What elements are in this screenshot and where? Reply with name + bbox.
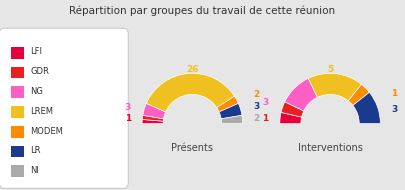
Text: NG: NG xyxy=(30,87,43,96)
Bar xyxy=(11,126,24,138)
Wedge shape xyxy=(285,78,318,111)
Text: 3: 3 xyxy=(254,101,260,111)
Wedge shape xyxy=(217,96,239,112)
Wedge shape xyxy=(142,120,163,124)
Wedge shape xyxy=(308,73,361,101)
Wedge shape xyxy=(353,92,380,124)
Text: 5: 5 xyxy=(327,65,333,74)
Text: LFI: LFI xyxy=(30,48,43,56)
Bar xyxy=(11,47,24,59)
Text: 2: 2 xyxy=(254,90,260,99)
Wedge shape xyxy=(280,112,302,124)
Text: Interventions: Interventions xyxy=(298,143,362,153)
Bar xyxy=(11,165,24,177)
Text: MODEM: MODEM xyxy=(30,127,63,135)
Bar xyxy=(11,86,24,98)
Text: 3: 3 xyxy=(125,103,131,112)
Wedge shape xyxy=(348,84,369,105)
Text: 2: 2 xyxy=(254,114,260,123)
Wedge shape xyxy=(146,73,234,112)
Text: NI: NI xyxy=(30,166,39,175)
Text: 1: 1 xyxy=(125,114,131,123)
Text: 3: 3 xyxy=(391,105,398,114)
Wedge shape xyxy=(281,102,304,117)
Wedge shape xyxy=(221,115,243,124)
Wedge shape xyxy=(219,103,242,119)
Bar xyxy=(11,146,24,158)
Text: Présents: Présents xyxy=(171,143,213,153)
Bar xyxy=(11,106,24,118)
Wedge shape xyxy=(143,103,166,119)
Text: GDR: GDR xyxy=(30,67,49,76)
FancyBboxPatch shape xyxy=(0,28,128,188)
Bar xyxy=(11,66,24,78)
Text: 3: 3 xyxy=(262,98,269,107)
Text: 1: 1 xyxy=(262,114,269,123)
Text: LREM: LREM xyxy=(30,107,53,116)
Text: 26: 26 xyxy=(186,65,198,74)
Text: Répartition par groupes du travail de cette réunion: Répartition par groupes du travail de ce… xyxy=(69,6,336,16)
Text: 1: 1 xyxy=(391,89,398,98)
Text: LR: LR xyxy=(30,146,41,155)
Wedge shape xyxy=(142,115,164,121)
